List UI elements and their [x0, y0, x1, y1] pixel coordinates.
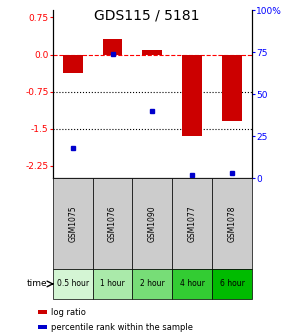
Bar: [182, 54, 202, 136]
Text: 6 hour: 6 hour: [220, 280, 244, 288]
Bar: [93, 178, 132, 269]
Bar: [103, 39, 122, 54]
Bar: [212, 269, 252, 299]
Bar: [38, 325, 47, 329]
Text: log ratio: log ratio: [51, 308, 86, 317]
Text: percentile rank within the sample: percentile rank within the sample: [51, 323, 193, 332]
Bar: [132, 178, 172, 269]
Text: GSM1075: GSM1075: [68, 205, 77, 242]
Text: 0.5 hour: 0.5 hour: [57, 280, 89, 288]
Text: 1 hour: 1 hour: [100, 280, 125, 288]
Bar: [53, 178, 93, 269]
Bar: [142, 50, 162, 54]
Bar: [63, 54, 83, 73]
Text: 4 hour: 4 hour: [180, 280, 205, 288]
Bar: [53, 269, 93, 299]
Bar: [172, 178, 212, 269]
Bar: [172, 269, 212, 299]
Bar: [38, 310, 47, 314]
Text: GSM1076: GSM1076: [108, 205, 117, 242]
Text: GDS115 / 5181: GDS115 / 5181: [94, 8, 199, 23]
Bar: [93, 269, 132, 299]
Text: GSM1077: GSM1077: [188, 205, 197, 242]
Text: time: time: [26, 280, 47, 288]
Bar: [132, 269, 172, 299]
Bar: [222, 54, 242, 121]
Bar: [212, 178, 252, 269]
Text: GSM1090: GSM1090: [148, 205, 157, 242]
Text: GSM1078: GSM1078: [228, 205, 236, 242]
Text: 2 hour: 2 hour: [140, 280, 165, 288]
